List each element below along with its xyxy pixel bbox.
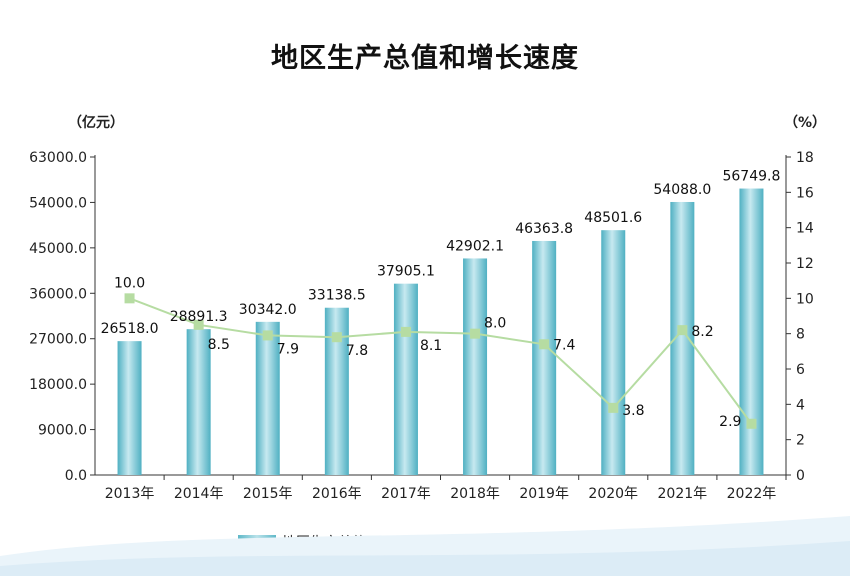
- growth-line: [129, 297, 753, 425]
- growth-point: [262, 330, 273, 341]
- growth-value-label: 2.9: [719, 414, 741, 430]
- y-right-tick-label: 4: [796, 397, 805, 413]
- y-right-tick-label: 18: [796, 150, 814, 166]
- growth-point: [677, 325, 688, 336]
- growth-value-label: 8.5: [208, 337, 230, 353]
- growth-point: [746, 418, 757, 429]
- legend-line-swatch: [436, 535, 474, 549]
- chart-title: 地区生产总值和增长速度: [271, 43, 579, 74]
- growth-value-label: 3.8: [622, 403, 644, 419]
- legend-item-line: 地区生产总值增长速度: [436, 532, 620, 552]
- y-left-tick-label: 18000.0: [29, 377, 87, 393]
- y-left-tick-label: 54000.0: [29, 195, 87, 211]
- legend-label-line: 地区生产总值增长速度: [480, 535, 620, 551]
- x-tick-label: 2019年: [519, 486, 569, 502]
- y-left-tick-label: 63000.0: [29, 150, 87, 166]
- bar: [532, 240, 557, 475]
- growth-point: [608, 402, 619, 413]
- growth-value-label: 10.0: [114, 275, 145, 291]
- right-axis-unit: （%）: [784, 115, 827, 131]
- bar-value-label: 26518.0: [101, 321, 159, 337]
- bar-value-label: 46363.8: [515, 221, 573, 237]
- bar-value-label: 42902.1: [446, 238, 504, 254]
- bar: [739, 188, 764, 475]
- x-tick-label: 2020年: [588, 486, 638, 502]
- bar: [463, 258, 488, 475]
- growth-value-label: 8.2: [691, 324, 713, 340]
- x-tick-label: 2022年: [727, 486, 777, 502]
- bar-value-label: 28891.3: [170, 309, 228, 325]
- growth-point: [470, 328, 481, 339]
- bar-value-label: 37905.1: [377, 264, 435, 280]
- x-tick-label: 2017年: [381, 486, 431, 502]
- bar-value-label: 48501.6: [584, 210, 642, 226]
- y-left-tick-label: 0.0: [65, 468, 87, 484]
- y-left-tick-label: 45000.0: [29, 241, 87, 257]
- bar: [186, 329, 211, 475]
- x-tick-label: 2021年: [658, 486, 708, 502]
- y-right-tick-label: 8: [796, 327, 805, 343]
- y-right-tick-label: 12: [796, 256, 814, 272]
- growth-point: [539, 339, 550, 350]
- bar: [601, 230, 626, 475]
- legend-label-bar: 地区生产总值: [282, 535, 366, 551]
- y-left-tick-label: 27000.0: [29, 332, 87, 348]
- y-right-tick-label: 6: [796, 362, 805, 378]
- growth-value-label: 7.9: [277, 341, 299, 357]
- y-left-tick-label: 9000.0: [38, 423, 87, 439]
- x-tick-label: 2016年: [312, 486, 362, 502]
- growth-point: [400, 326, 411, 337]
- bar-value-label: 33138.5: [308, 288, 366, 304]
- x-tick-label: 2013年: [105, 486, 155, 502]
- y-right-tick-label: 16: [796, 185, 814, 201]
- y-right-tick-label: 14: [796, 221, 814, 237]
- bar: [393, 283, 418, 475]
- bar: [117, 341, 142, 475]
- x-tick-label: 2018年: [450, 486, 500, 502]
- bar-value-label: 30342.0: [239, 302, 297, 318]
- chart-legend: 地区生产总值 地区生产总值增长速度: [0, 532, 850, 554]
- growth-point: [331, 332, 342, 343]
- growth-value-label: 8.0: [484, 316, 506, 332]
- y-right-tick-label: 2: [796, 433, 805, 449]
- growth-value-label: 8.1: [420, 338, 442, 354]
- x-tick-label: 2014年: [174, 486, 224, 502]
- left-axis-unit: （亿元）: [68, 115, 124, 131]
- bar: [255, 321, 280, 475]
- legend-bar-swatch: [238, 535, 276, 549]
- growth-value-label: 7.4: [553, 337, 575, 353]
- y-right-tick-label: 10: [796, 291, 814, 307]
- y-right-tick-label: 0: [796, 468, 805, 484]
- bar-value-label: 54088.0: [653, 182, 711, 198]
- y-left-tick-label: 36000.0: [29, 286, 87, 302]
- bar-value-label: 56749.8: [722, 169, 780, 185]
- x-tick-label: 2015年: [243, 486, 293, 502]
- growth-value-label: 7.8: [346, 343, 368, 359]
- growth-point: [124, 293, 135, 304]
- legend-item-bar: 地区生产总值: [238, 532, 366, 552]
- growth-point: [193, 319, 204, 330]
